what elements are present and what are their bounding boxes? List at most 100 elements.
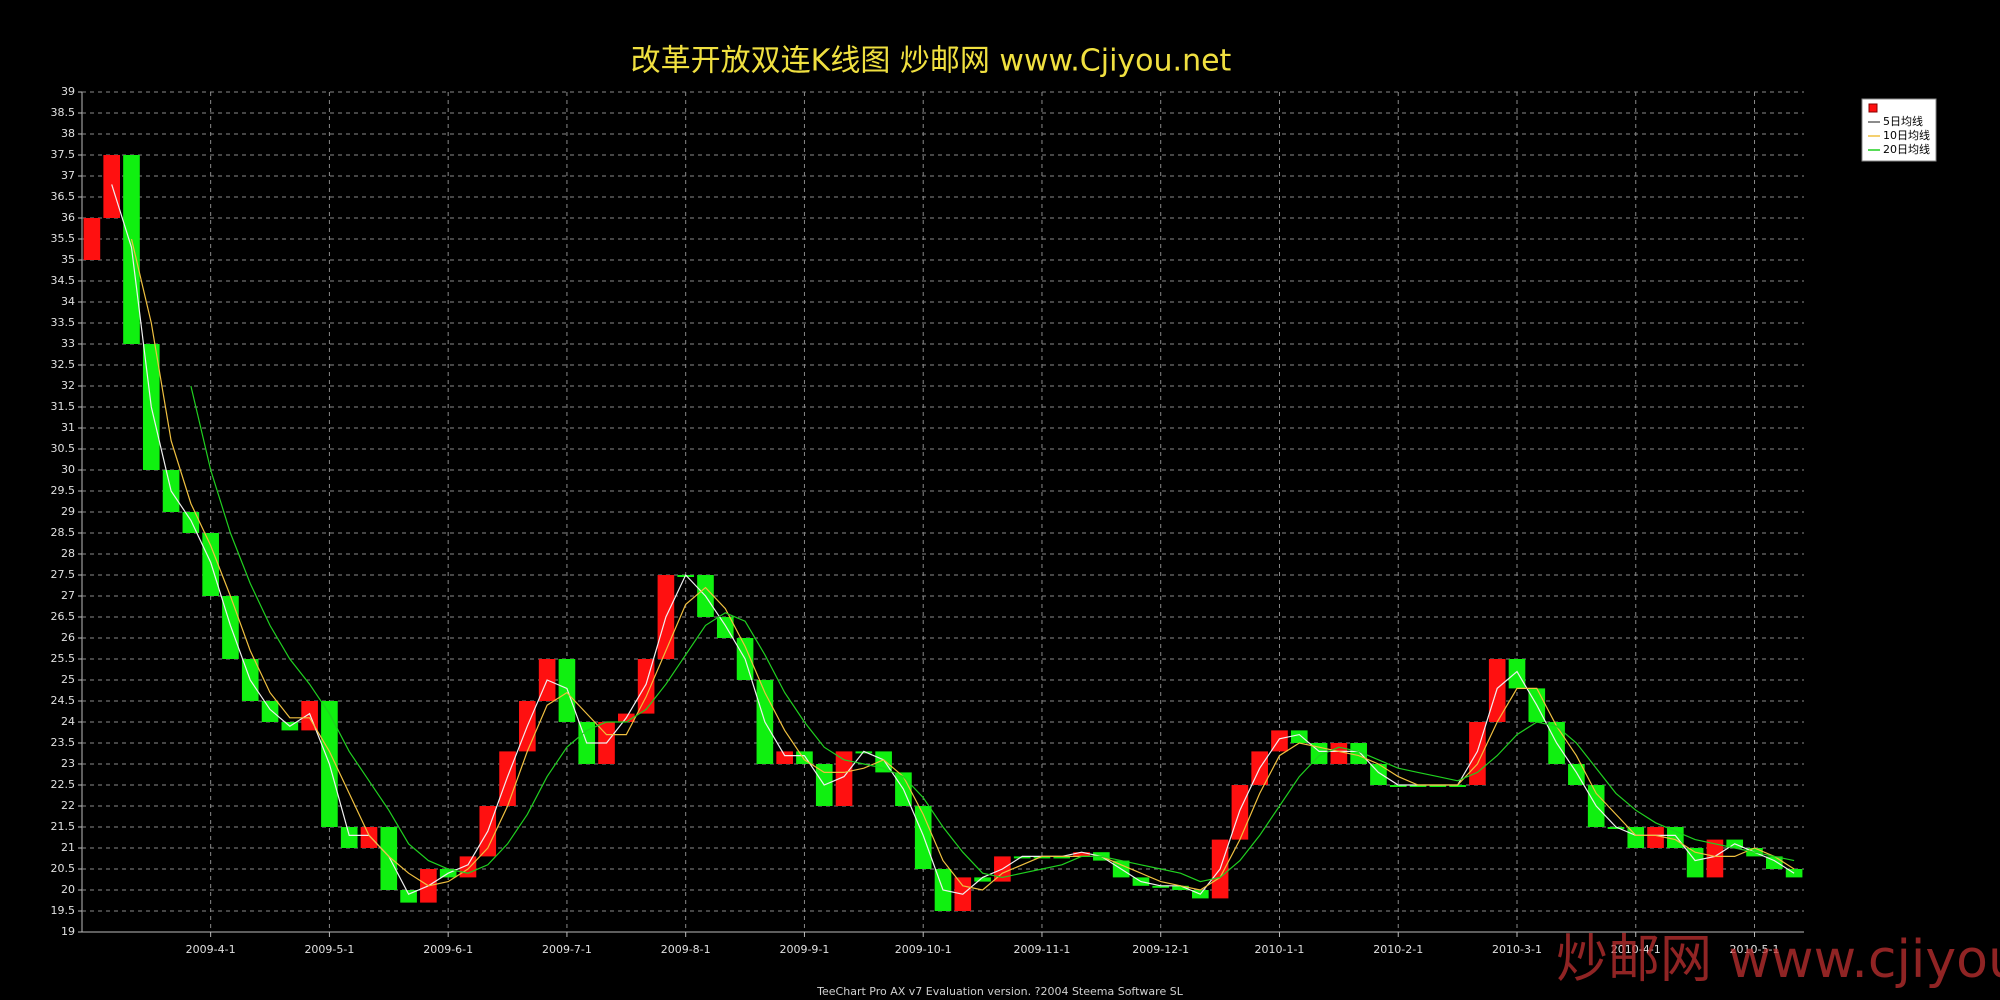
y-tick-label: 24 <box>61 715 75 728</box>
candle <box>1271 730 1288 752</box>
y-tick-label: 28.5 <box>51 526 76 539</box>
candle <box>1647 827 1664 848</box>
candle <box>1667 827 1684 848</box>
y-tick-label: 22.5 <box>51 778 76 791</box>
y-tick-label: 22 <box>61 799 75 812</box>
y-tick-label: 23 <box>61 757 75 770</box>
y-tick-label: 30.5 <box>51 442 76 455</box>
candle <box>974 877 991 882</box>
candle <box>558 659 576 722</box>
candle <box>380 827 398 890</box>
y-tick-label: 37 <box>61 169 75 182</box>
y-tick-label: 27 <box>61 589 75 602</box>
candle <box>83 218 101 260</box>
candle <box>1152 885 1170 888</box>
y-tick-label: 19 <box>61 925 75 938</box>
y-tick-label: 32.5 <box>51 358 76 371</box>
candle <box>637 659 655 714</box>
y-tick-label: 21.5 <box>51 820 76 833</box>
candle <box>1073 852 1090 857</box>
x-tick-label: 2009-8-1 <box>661 943 711 956</box>
y-tick-label: 31 <box>61 421 75 434</box>
y-tick-label: 36 <box>61 211 75 224</box>
y-tick-label: 27.5 <box>51 568 76 581</box>
y-tick-label: 34 <box>61 295 75 308</box>
candle <box>1013 856 1031 859</box>
candle <box>1488 659 1506 722</box>
y-tick-label: 33.5 <box>51 316 76 329</box>
y-tick-label: 38.5 <box>51 106 76 119</box>
candle <box>400 890 417 903</box>
candle <box>1389 785 1407 787</box>
y-tick-label: 30 <box>61 463 75 476</box>
y-tick-label: 29 <box>61 505 75 518</box>
y-tick-label: 37.5 <box>51 148 76 161</box>
legend-candle-icon <box>1868 103 1878 113</box>
watermark: 炒邮网 www.cjiyou.net <box>1556 930 2000 990</box>
y-tick-label: 20 <box>61 883 75 896</box>
y-tick-label: 24.5 <box>51 694 76 707</box>
footer: TeeChart Pro AX v7 Evaluation version. ?… <box>816 985 1184 998</box>
y-tick-label: 35.5 <box>51 232 76 245</box>
x-tick-label: 2009-10-1 <box>895 943 952 956</box>
candle <box>1370 764 1387 785</box>
x-tick-label: 2009-5-1 <box>304 943 354 956</box>
x-tick-label: 2010-1-1 <box>1255 943 1305 956</box>
y-tick-label: 26 <box>61 631 75 644</box>
y-tick-label: 25.5 <box>51 652 76 665</box>
candle <box>1350 743 1367 764</box>
y-tick-label: 26.5 <box>51 610 76 623</box>
candle <box>1508 659 1526 689</box>
y-tick-label: 35 <box>61 253 75 266</box>
y-tick-label: 25 <box>61 673 75 686</box>
candle <box>1231 785 1249 840</box>
candle <box>360 827 378 848</box>
ma-line <box>130 238 1795 891</box>
candle <box>1409 785 1427 787</box>
ma-line <box>190 385 1795 883</box>
y-tick-label: 39 <box>61 85 75 98</box>
candle <box>202 533 219 596</box>
y-tick-label: 36.5 <box>51 190 76 203</box>
y-tick-label: 28 <box>61 547 75 560</box>
candle <box>1449 785 1466 787</box>
y-tick-label: 34.5 <box>51 274 76 287</box>
x-tick-label: 2010-3-1 <box>1492 943 1542 956</box>
candle <box>1607 827 1625 829</box>
candle <box>499 751 516 806</box>
y-tick-label: 29.5 <box>51 484 76 497</box>
ma-line <box>111 184 1795 895</box>
x-tick-label: 2010-2-1 <box>1373 943 1423 956</box>
legend-label: 10日均线 <box>1883 128 1930 142</box>
y-tick-label: 31.5 <box>51 400 76 413</box>
candle <box>835 751 853 806</box>
candle <box>1330 743 1348 764</box>
x-tick-label: 2010-5-1 <box>1730 943 1780 956</box>
y-tick-label: 23.5 <box>51 736 76 749</box>
candle <box>103 155 121 218</box>
candle <box>1172 885 1189 890</box>
legend-label: 5日均线 <box>1883 114 1923 128</box>
y-tick-label: 19.5 <box>51 904 76 917</box>
x-tick-label: 2009-6-1 <box>423 943 473 956</box>
candle <box>914 806 932 869</box>
candle <box>261 701 279 722</box>
y-tick-label: 38 <box>61 127 75 140</box>
x-tick-label: 2009-12-1 <box>1132 943 1189 956</box>
x-tick-label: 2009-7-1 <box>542 943 592 956</box>
candle <box>1290 730 1308 743</box>
chart-title: 改革开放双连K线图 炒邮网 www.Cjiyou.net <box>631 44 1232 79</box>
candle <box>1033 856 1051 859</box>
candle <box>301 701 318 731</box>
candle <box>1429 785 1447 787</box>
x-tick-label: 2009-4-1 <box>186 943 236 956</box>
candle <box>1785 869 1803 878</box>
candle <box>776 751 793 764</box>
candle <box>796 751 813 764</box>
y-tick-label: 20.5 <box>51 862 76 875</box>
x-tick-label: 2010-4-1 <box>1611 943 1661 956</box>
y-tick-label: 33 <box>61 337 75 350</box>
legend-label: 20日均线 <box>1883 142 1930 156</box>
